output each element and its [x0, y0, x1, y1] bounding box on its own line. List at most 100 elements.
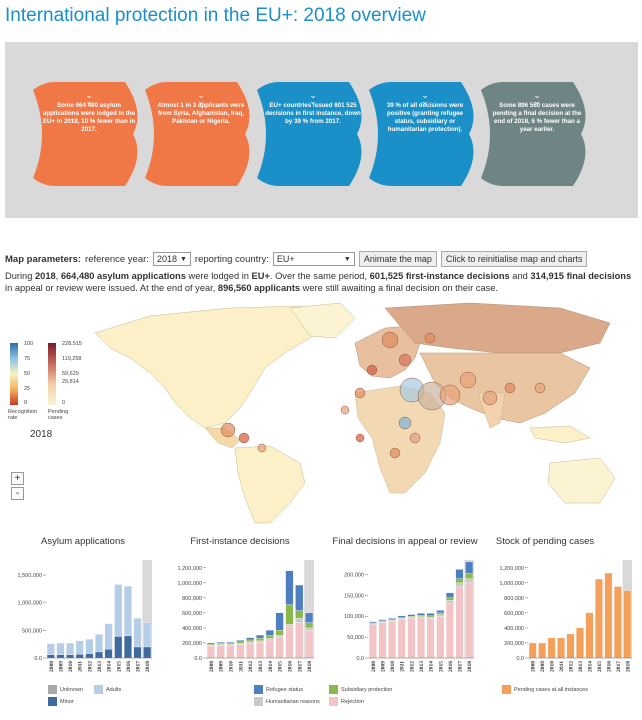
bar-segment[interactable] [305, 627, 314, 631]
animate-map-button[interactable]: Animate the map [358, 251, 437, 267]
bar-segment[interactable] [285, 604, 294, 625]
bar-segment[interactable] [378, 622, 387, 659]
bar-segment[interactable] [56, 642, 65, 655]
bar-segment[interactable] [585, 612, 594, 659]
bar-segment[interactable] [285, 570, 294, 605]
bar-segment[interactable] [407, 616, 416, 619]
map-bubble[interactable] [424, 332, 436, 344]
bar-segment[interactable] [446, 603, 454, 659]
bar-segment[interactable] [436, 610, 445, 614]
bar-segment[interactable] [246, 639, 255, 642]
bar-segment[interactable] [295, 584, 304, 611]
bar-segment[interactable] [547, 637, 556, 659]
bar-segment[interactable] [446, 600, 454, 604]
map-bubble[interactable] [389, 447, 401, 459]
bar-segment[interactable] [236, 641, 245, 644]
bar-segment[interactable] [613, 586, 622, 659]
bar-segment[interactable] [85, 653, 94, 659]
bar-segment[interactable] [246, 642, 255, 659]
bar-segment[interactable] [265, 635, 274, 639]
bar-segment[interactable] [114, 584, 123, 637]
bar-segment[interactable] [275, 635, 284, 638]
bar-segment[interactable] [46, 654, 55, 659]
bar-segment[interactable] [206, 643, 215, 646]
bar-segment[interactable] [295, 610, 304, 619]
bar-segment[interactable] [305, 612, 314, 623]
legend-minor[interactable]: Minor [48, 697, 74, 706]
legend-refugee-status[interactable]: Refugee status [254, 685, 303, 694]
map-bubble[interactable] [366, 364, 378, 376]
bar-segment[interactable] [557, 637, 565, 659]
bar-segment[interactable] [417, 613, 425, 616]
bar-segment[interactable] [85, 639, 94, 654]
bar-segment[interactable] [295, 622, 304, 659]
bar-segment[interactable] [265, 630, 274, 636]
bar-segment[interactable] [143, 622, 152, 648]
bar-segment[interactable] [407, 614, 416, 617]
zoom-out-button[interactable]: - [11, 487, 24, 500]
bar-segment[interactable] [236, 640, 245, 642]
bar-segment[interactable] [75, 640, 84, 655]
bar-segment[interactable] [455, 578, 464, 583]
bar-segment[interactable] [275, 612, 284, 631]
map-bubble[interactable] [398, 353, 412, 367]
bar-segment[interactable] [226, 643, 235, 645]
map-bubble[interactable] [504, 382, 516, 394]
legend-rejection[interactable]: Rejection [329, 697, 364, 706]
bar-segment[interactable] [436, 612, 445, 615]
bar-segment[interactable] [455, 586, 464, 659]
map-bubble[interactable] [459, 371, 477, 389]
bar-segment[interactable] [465, 561, 474, 574]
legend-unknown[interactable]: Unknown [48, 685, 83, 694]
bar-segment[interactable] [275, 630, 284, 636]
bar-segment[interactable] [566, 633, 575, 659]
bar-segment[interactable] [397, 615, 406, 618]
bar-segment[interactable] [397, 618, 406, 620]
bar-segment[interactable] [256, 634, 264, 639]
bar-segment[interactable] [378, 619, 387, 621]
bar-segment[interactable] [124, 635, 132, 659]
map-bubble[interactable] [482, 390, 498, 406]
bar-segment[interactable] [256, 642, 264, 659]
bar-segment[interactable] [133, 646, 142, 659]
bar-segment[interactable] [206, 645, 215, 659]
bar-segment[interactable] [124, 585, 132, 637]
bar-segment[interactable] [216, 643, 225, 645]
world-map[interactable] [0, 298, 642, 526]
bar-segment[interactable] [407, 618, 416, 659]
legend-adults[interactable]: Adults [94, 685, 121, 694]
bar-segment[interactable] [417, 616, 425, 619]
bar-segment[interactable] [368, 621, 377, 624]
bar-segment[interactable] [95, 634, 103, 653]
map-bubble[interactable] [354, 387, 366, 399]
bar-segment[interactable] [426, 616, 435, 619]
bar-segment[interactable] [256, 637, 264, 641]
bar-segment[interactable] [465, 578, 474, 583]
map-bubble[interactable] [355, 433, 365, 443]
bar-segment[interactable] [538, 642, 547, 659]
bar-segment[interactable] [75, 653, 84, 659]
bar-segment[interactable] [246, 637, 255, 641]
bar-segment[interactable] [388, 618, 396, 620]
bar-segment[interactable] [426, 613, 435, 616]
bar-segment[interactable] [446, 592, 454, 598]
zoom-in-button[interactable]: + [11, 472, 24, 485]
bar-segment[interactable] [216, 645, 225, 659]
bar-segment[interactable] [528, 642, 537, 659]
bar-segment[interactable] [265, 638, 274, 641]
bar-segment[interactable] [226, 642, 235, 644]
bar-segment[interactable] [388, 621, 396, 659]
map-bubble[interactable] [238, 432, 250, 444]
bar-segment[interactable] [104, 649, 113, 659]
bar-segment[interactable] [275, 636, 284, 659]
country-select[interactable]: EU+ ▼ [272, 252, 355, 266]
bar-segment[interactable] [46, 643, 55, 655]
bar-segment[interactable] [95, 651, 103, 659]
bar-segment[interactable] [417, 615, 425, 617]
bar-segment[interactable] [576, 627, 584, 659]
bar-segment[interactable] [465, 573, 474, 579]
bar-segment[interactable] [295, 617, 304, 623]
bar-segment[interactable] [436, 616, 445, 659]
bar-segment[interactable] [256, 640, 264, 643]
year-select[interactable]: 2018 ▼ [152, 252, 191, 266]
